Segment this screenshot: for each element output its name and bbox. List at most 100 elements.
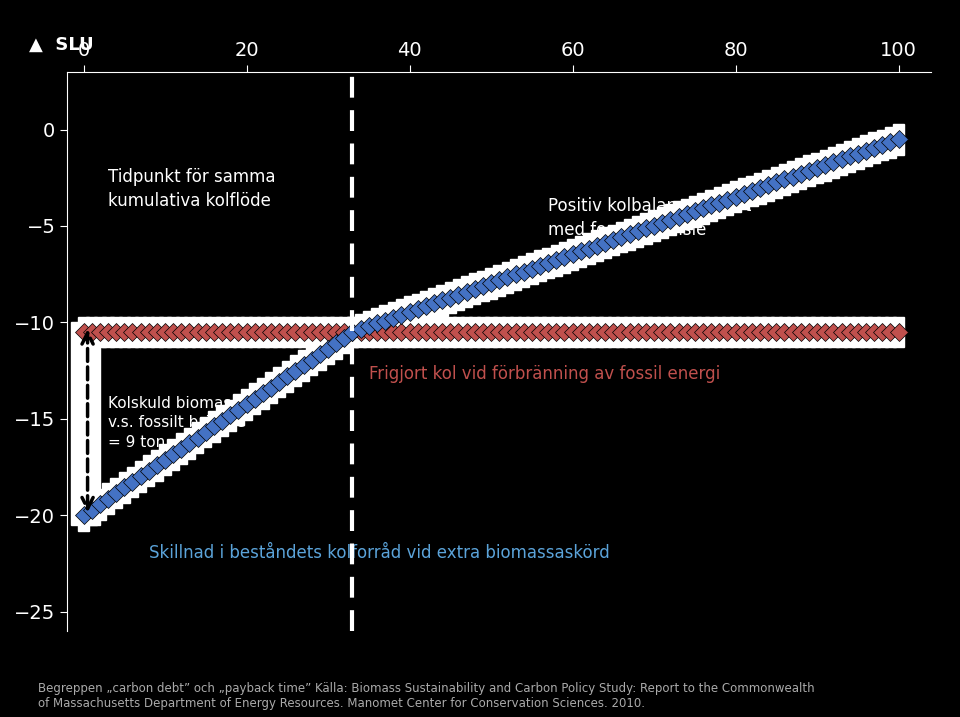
Bar bbox=[249, 384, 260, 414]
Bar bbox=[575, 317, 587, 348]
Bar bbox=[722, 184, 733, 215]
Bar bbox=[493, 317, 505, 348]
Bar bbox=[363, 311, 374, 342]
Bar bbox=[738, 317, 750, 348]
Bar bbox=[110, 317, 122, 348]
Bar bbox=[640, 213, 652, 244]
Bar bbox=[314, 339, 325, 370]
Text: ▲  SLU: ▲ SLU bbox=[29, 36, 93, 54]
Bar bbox=[648, 210, 660, 241]
Bar bbox=[493, 265, 505, 295]
Bar bbox=[755, 317, 766, 348]
Bar bbox=[535, 317, 545, 348]
Bar bbox=[420, 317, 432, 348]
Bar bbox=[885, 127, 896, 158]
Bar bbox=[787, 161, 799, 192]
Bar bbox=[298, 350, 309, 381]
Bar bbox=[542, 317, 554, 348]
Bar bbox=[852, 317, 864, 348]
Bar bbox=[771, 317, 782, 348]
Bar bbox=[118, 472, 130, 503]
Bar bbox=[257, 378, 269, 409]
Bar bbox=[363, 317, 374, 348]
Bar bbox=[461, 317, 472, 348]
Bar bbox=[787, 317, 799, 348]
Bar bbox=[232, 394, 244, 425]
Bar bbox=[249, 317, 260, 348]
Bar bbox=[591, 317, 603, 348]
Bar bbox=[893, 317, 904, 348]
Bar bbox=[330, 317, 342, 348]
Bar bbox=[599, 227, 611, 258]
Bar bbox=[372, 317, 383, 348]
Bar bbox=[566, 317, 578, 348]
Bar bbox=[869, 133, 880, 163]
Bar bbox=[836, 317, 848, 348]
Bar bbox=[355, 314, 367, 345]
Bar bbox=[290, 356, 301, 386]
Bar bbox=[697, 317, 708, 348]
Bar bbox=[134, 461, 146, 492]
Bar bbox=[575, 236, 587, 267]
Bar bbox=[599, 317, 611, 348]
Bar bbox=[192, 317, 204, 348]
Bar bbox=[103, 317, 113, 348]
Bar bbox=[208, 317, 220, 348]
Bar bbox=[583, 317, 594, 348]
Text: Skillnad i beståndets kolforråd vid extra biomassaskörd: Skillnad i beståndets kolforråd vid extr… bbox=[149, 544, 610, 562]
Bar bbox=[225, 317, 236, 348]
Bar bbox=[330, 328, 342, 358]
Bar bbox=[167, 317, 179, 348]
Bar bbox=[379, 317, 391, 348]
Bar bbox=[151, 317, 162, 348]
Text: Positiv kolbalans jämfört
med fossilt bränsle: Positiv kolbalans jämfört med fossilt br… bbox=[548, 197, 752, 239]
Bar bbox=[200, 317, 211, 348]
Bar bbox=[664, 317, 676, 348]
Bar bbox=[681, 199, 692, 229]
Bar bbox=[550, 244, 562, 275]
Text: Begreppen „carbon debt” och „payback time” Källa: Biomass Sustainability and Car: Begreppen „carbon debt” och „payback tim… bbox=[38, 682, 815, 710]
Bar bbox=[632, 317, 643, 348]
Bar bbox=[640, 317, 652, 348]
Bar bbox=[437, 285, 448, 315]
Bar bbox=[78, 500, 89, 531]
Bar bbox=[314, 317, 325, 348]
Bar bbox=[469, 317, 480, 348]
Bar bbox=[811, 153, 823, 184]
Bar bbox=[86, 494, 97, 525]
Bar bbox=[298, 317, 309, 348]
Bar bbox=[510, 259, 521, 290]
Bar bbox=[428, 317, 440, 348]
Bar bbox=[713, 317, 725, 348]
Bar bbox=[836, 144, 848, 175]
Bar bbox=[192, 422, 204, 453]
Bar bbox=[615, 317, 627, 348]
Bar bbox=[657, 317, 668, 348]
Bar bbox=[143, 317, 155, 348]
Bar bbox=[657, 207, 668, 238]
Bar bbox=[820, 150, 831, 181]
Bar bbox=[624, 219, 636, 250]
Bar bbox=[673, 201, 684, 232]
Text: Tidpunkt för samma
kumulativa kolflöde: Tidpunkt för samma kumulativa kolflöde bbox=[108, 168, 276, 210]
Bar bbox=[127, 467, 138, 498]
Bar bbox=[94, 489, 106, 520]
Bar bbox=[828, 147, 839, 178]
Bar bbox=[306, 317, 318, 348]
Bar bbox=[477, 317, 489, 348]
Bar bbox=[689, 196, 701, 227]
Bar bbox=[461, 276, 472, 307]
Bar bbox=[103, 483, 113, 514]
Text: Kolskuld biomassa
v.s. fossilt bränsle
= 9 ton: Kolskuld biomassa v.s. fossilt bränsle =… bbox=[108, 396, 249, 450]
Bar bbox=[746, 317, 757, 348]
Bar bbox=[771, 167, 782, 198]
Bar bbox=[518, 317, 529, 348]
Bar bbox=[347, 317, 358, 348]
Bar bbox=[159, 445, 171, 475]
Bar bbox=[502, 262, 513, 293]
Bar bbox=[852, 138, 864, 169]
Bar bbox=[893, 124, 904, 155]
Bar bbox=[804, 317, 815, 348]
Bar bbox=[673, 317, 684, 348]
Bar bbox=[118, 317, 130, 348]
